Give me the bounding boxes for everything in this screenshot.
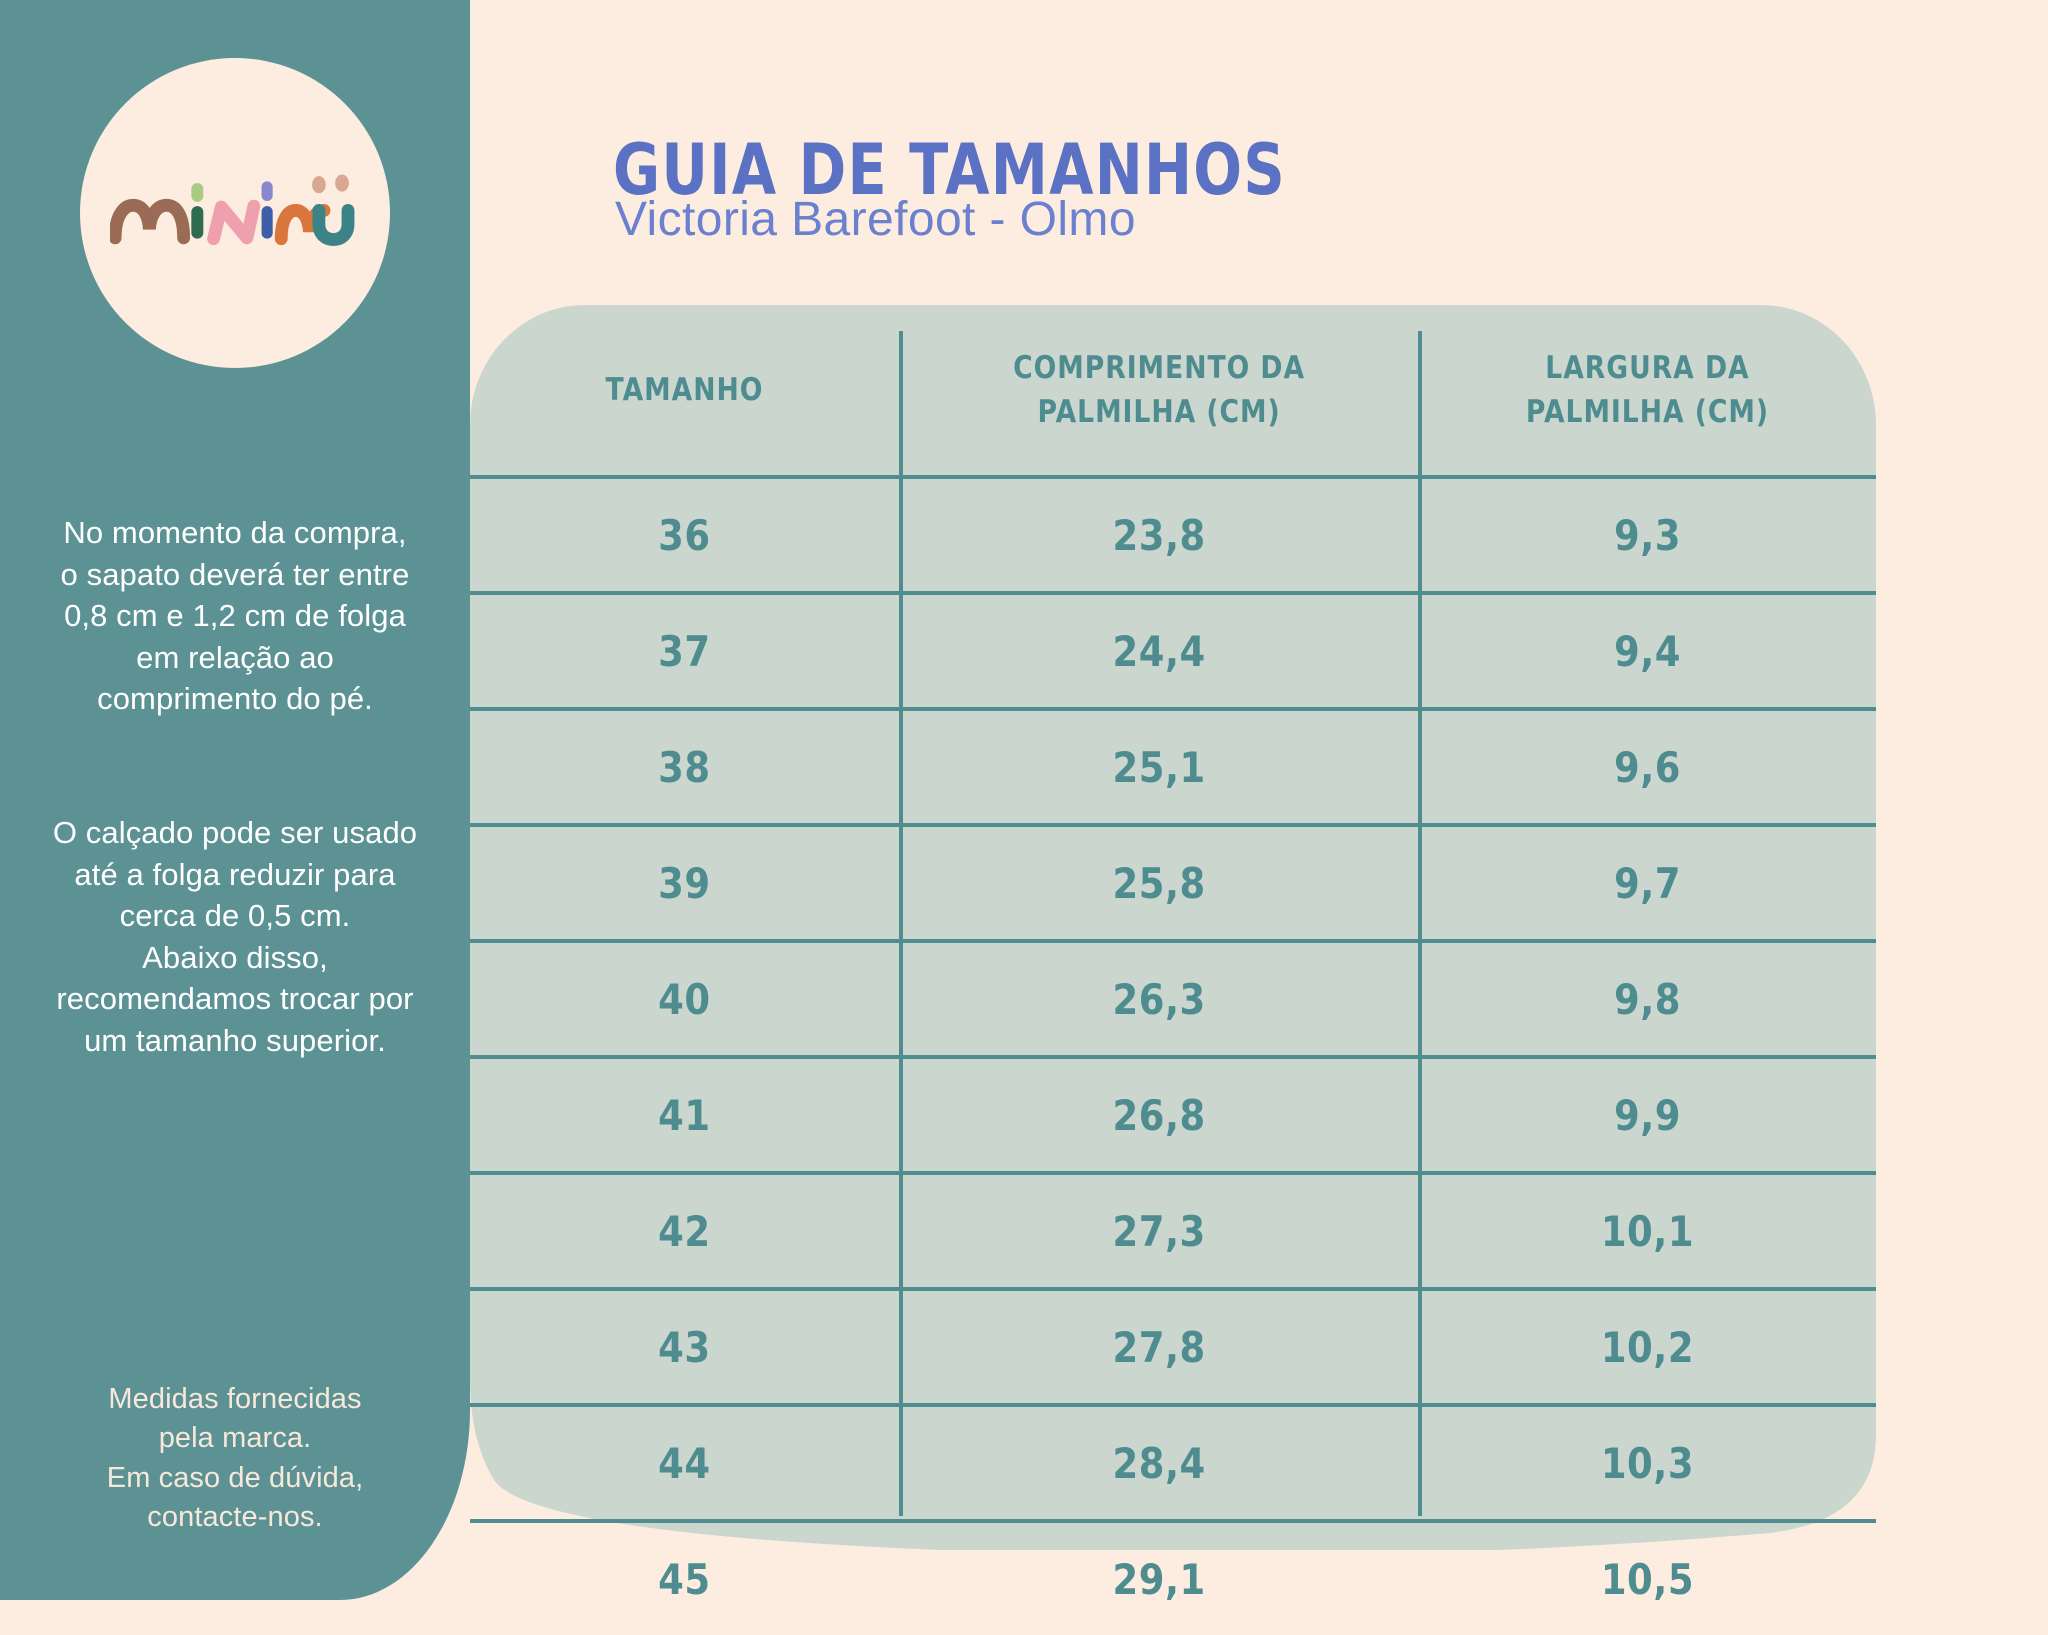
table-row: 43 27,8 10,2 bbox=[470, 1289, 1876, 1407]
cell-tamanho: 38 bbox=[495, 709, 874, 827]
cell-largura: 9,6 bbox=[1446, 709, 1849, 827]
usage-advice-line: um tamanho superior. bbox=[84, 1022, 386, 1058]
cell-largura: 9,8 bbox=[1446, 941, 1849, 1059]
fit-advice-line: No momento da compra, bbox=[63, 515, 407, 550]
table-row: 44 28,4 10,3 bbox=[470, 1405, 1876, 1523]
cell-comprimento: 25,1 bbox=[930, 709, 1388, 827]
column-header-line: TAMANHO bbox=[605, 371, 764, 408]
cell-largura: 10,1 bbox=[1446, 1173, 1849, 1291]
table-row: 38 25,1 9,6 bbox=[470, 709, 1876, 827]
cell-largura: 9,4 bbox=[1446, 593, 1849, 711]
fit-advice-line: comprimento do pé. bbox=[97, 681, 373, 717]
brand-logo-badge bbox=[80, 58, 390, 368]
minimu-logo bbox=[110, 158, 360, 268]
column-header-line: COMPRIMENTO DA bbox=[1012, 349, 1305, 386]
cell-tamanho: 37 bbox=[495, 593, 874, 711]
cell-comprimento: 26,3 bbox=[930, 941, 1388, 1059]
column-header-comprimento: COMPRIMENTO DA PALMILHA (CM) bbox=[935, 305, 1383, 479]
cell-comprimento: 29,1 bbox=[1112, 1554, 1206, 1604]
cell-largura: 9,3 bbox=[1446, 477, 1849, 595]
column-header-largura: LARGURA DA PALMILHA (CM) bbox=[1451, 305, 1845, 479]
table-header-row: TAMANHO COMPRIMENTO DA PALMILHA (CM) LAR… bbox=[470, 305, 1876, 479]
table-row: 36 23,8 9,3 bbox=[470, 477, 1876, 595]
cell-largura: 9,9 bbox=[1446, 1057, 1849, 1175]
cell-largura: 10,2 bbox=[1446, 1289, 1849, 1407]
cell-largura: 10,3 bbox=[1446, 1405, 1849, 1523]
table-row: 37 24,4 9,4 bbox=[470, 593, 1876, 711]
cell-comprimento: 27,8 bbox=[930, 1289, 1388, 1407]
cell-comprimento: 25,8 bbox=[930, 825, 1388, 943]
fit-advice-line: em relação ao bbox=[136, 639, 334, 675]
fit-advice-line: 0,8 cm e 1,2 cm de folga bbox=[64, 598, 406, 634]
cell-comprimento: 24,4 bbox=[930, 593, 1388, 711]
size-table-body: 36 23,8 9,3 37 24,4 9,4 38 25,1 9,6 39 25,8 9,7 40 26… bbox=[470, 477, 1876, 1635]
cell-largura: 10,5 bbox=[1600, 1554, 1695, 1604]
usage-advice-line: cerca de 0,5 cm. bbox=[119, 898, 351, 934]
column-divider-1 bbox=[898, 331, 903, 1516]
footnote-line: Em caso de dúvida, bbox=[106, 1461, 364, 1494]
column-header-tamanho: TAMANHO bbox=[500, 305, 869, 479]
cell-tamanho: 36 bbox=[495, 477, 874, 595]
size-table: TAMANHO COMPRIMENTO DA PALMILHA (CM) LAR… bbox=[470, 305, 1876, 1635]
cell-tamanho: 40 bbox=[495, 941, 874, 1059]
footnote-line: pela marca. bbox=[158, 1422, 312, 1455]
table-row: 45 29,1 10,5 bbox=[470, 1521, 1876, 1635]
usage-advice-paragraph: O calçado pode ser usado até a folga red… bbox=[0, 812, 470, 1061]
column-header-line: PALMILHA (CM) bbox=[1037, 394, 1281, 430]
fit-advice-line: o sapato deverá ter entre bbox=[60, 556, 410, 592]
cell-tamanho: 44 bbox=[495, 1405, 874, 1523]
footnote-line: Medidas fornecidas bbox=[108, 1383, 362, 1415]
column-header-line: PALMILHA (CM) bbox=[1525, 394, 1770, 430]
cell-comprimento: 26,8 bbox=[930, 1057, 1388, 1175]
column-divider-2 bbox=[1418, 331, 1422, 1516]
footnote-line: contacte-nos. bbox=[147, 1501, 323, 1534]
cell-tamanho: 39 bbox=[495, 825, 874, 943]
cell-largura: 9,7 bbox=[1446, 825, 1849, 943]
product-subtitle: Victoria Barefoot - Olmo bbox=[615, 193, 1136, 246]
size-table-head: TAMANHO COMPRIMENTO DA PALMILHA (CM) LAR… bbox=[470, 305, 1876, 479]
cell-tamanho: 41 bbox=[495, 1057, 874, 1175]
size-table-container: TAMANHO COMPRIMENTO DA PALMILHA (CM) LAR… bbox=[470, 305, 1876, 1604]
fit-advice-paragraph: No momento da compra, o sapato deverá te… bbox=[0, 512, 470, 720]
table-row: 42 27,3 10,1 bbox=[470, 1173, 1876, 1291]
cell-tamanho: 42 bbox=[495, 1173, 874, 1291]
cell-comprimento: 27,3 bbox=[930, 1173, 1388, 1291]
table-row: 41 26,8 9,9 bbox=[470, 1057, 1876, 1175]
usage-advice-line: até a folga reduzir para bbox=[74, 856, 396, 892]
usage-advice-line: O calçado pode ser usado bbox=[52, 815, 418, 850]
cell-comprimento: 23,8 bbox=[930, 477, 1388, 595]
page-title: GUIA DE TAMANHOS bbox=[613, 128, 1286, 211]
usage-advice-line: recomendamos trocar por bbox=[56, 981, 414, 1017]
footnote-paragraph: Medidas fornecidas pela marca. Em caso d… bbox=[0, 1380, 470, 1538]
usage-advice-line: Abaixo disso, bbox=[142, 939, 328, 975]
cell-tamanho: 45 bbox=[658, 1554, 711, 1604]
sidebar-panel: No momento da compra, o sapato deverá te… bbox=[0, 0, 470, 1600]
cell-tamanho: 43 bbox=[495, 1289, 874, 1407]
main-content: GUIA DE TAMANHOS Victoria Barefoot - Olm… bbox=[470, 0, 2048, 1604]
table-row: 40 26,3 9,8 bbox=[470, 941, 1876, 1059]
table-row: 39 25,8 9,7 bbox=[470, 825, 1876, 943]
column-header-line: LARGURA DA bbox=[1545, 349, 1750, 386]
cell-comprimento: 28,4 bbox=[930, 1405, 1388, 1523]
